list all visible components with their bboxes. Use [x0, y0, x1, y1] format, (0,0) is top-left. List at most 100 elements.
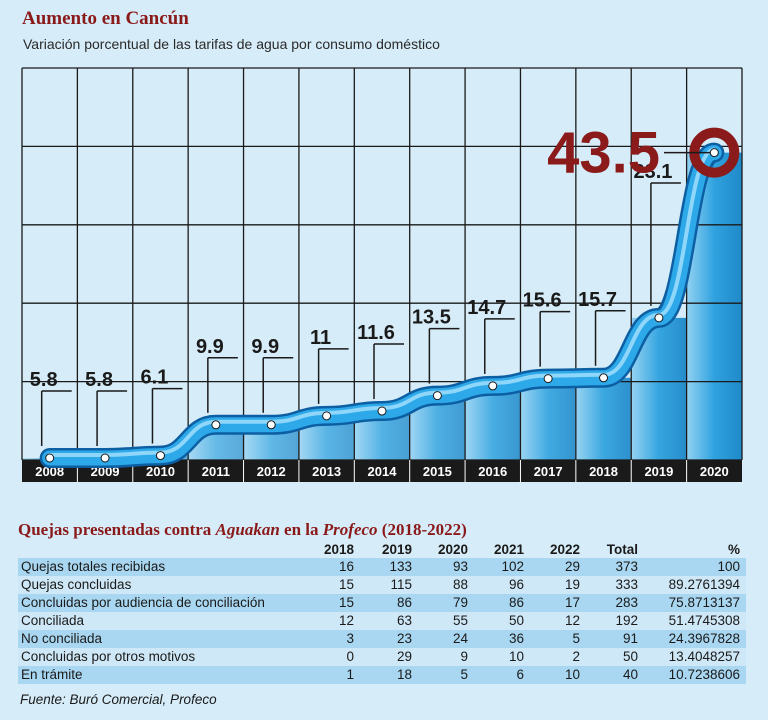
table-row: Concluidas por audiencia de conciliación… [18, 594, 746, 612]
table-cell: 283 [586, 594, 644, 612]
table-cell: 9 [418, 648, 474, 666]
data-label: 13.5 [412, 307, 451, 329]
row-label: Concluidas por audiencia de conciliación [18, 594, 300, 612]
table-cell: 19 [530, 576, 586, 594]
table-cell: 18 [360, 666, 418, 684]
data-point [488, 381, 498, 391]
x-tick-label: 2014 [368, 464, 398, 479]
data-point [211, 420, 221, 430]
table-cell: 36 [474, 630, 530, 648]
table-cell: 55 [418, 612, 474, 630]
row-label: Quejas concluidas [18, 576, 300, 594]
column-header [18, 541, 300, 558]
table-cell: 17 [530, 594, 586, 612]
data-label: 15.6 [523, 290, 562, 312]
table-cell: 373 [586, 558, 644, 576]
table-cell: 10 [474, 648, 530, 666]
data-label: 6.1 [141, 367, 169, 389]
table-cell: 75.8713137 [644, 594, 746, 612]
table-row: No conciliada 3 23 24 36 5 91 24.3967828 [18, 630, 746, 648]
data-label: 9.9 [251, 336, 279, 358]
chart-subtitle: Variación porcentual de las tarifas de a… [23, 36, 440, 52]
data-point [266, 420, 276, 430]
table-cell: 86 [474, 594, 530, 612]
table-cell: 29 [530, 558, 586, 576]
data-point [45, 453, 55, 463]
column-header: 2019 [381, 542, 412, 557]
title-part-1: Quejas presentadas contra [18, 520, 216, 539]
table-cell: 3 [300, 630, 360, 648]
data-label: 11.6 [357, 322, 395, 344]
table-row: Concluidas por otros motivos 0 29 9 10 2 50 13.… [18, 648, 746, 666]
source-note: Fuente: Buró Comercial, Profeco [20, 692, 217, 707]
complaints-table: 2018 2019 2020 2021 2022 Total % Quejas … [18, 541, 746, 684]
series-line-highlight [47, 147, 717, 457]
table-cell: 50 [474, 612, 530, 630]
table-cell: 23 [360, 630, 418, 648]
x-tick-label: 2012 [257, 464, 286, 479]
table-cell: 13.4048257 [644, 648, 746, 666]
table-cell: 5 [418, 666, 474, 684]
table-cell: 15 [300, 594, 360, 612]
table-cell: 93 [418, 558, 474, 576]
table-cell: 192 [586, 612, 644, 630]
value-bar [576, 377, 631, 460]
table-row: Quejas totales recibidas 16 133 93 102 29 373 1… [18, 558, 746, 576]
title-part-aguakan: Aguakan [215, 520, 280, 539]
data-label: 14.7 [467, 297, 506, 319]
column-header: % [727, 542, 740, 557]
data-point [654, 313, 664, 323]
year-axis-band [22, 460, 742, 482]
table-row: En trámite 1 18 5 6 10 40 10.7238606 [18, 666, 746, 684]
table-cell: 12 [300, 612, 360, 630]
data-point [543, 374, 553, 384]
table-cell: 51.4745308 [644, 612, 746, 630]
column-header: 2018 [323, 542, 354, 557]
x-tick-label: 2011 [202, 464, 230, 479]
row-label: Conciliada [18, 612, 300, 630]
table-cell: 63 [360, 612, 418, 630]
row-label: En trámite [18, 666, 300, 684]
rate-increase-chart: 2008 2009 2010 2011 2012 2013 2014 2015 2016 2017… [21, 67, 743, 482]
table-cell: 79 [418, 594, 474, 612]
data-point [100, 453, 110, 463]
table-cell: 2 [530, 648, 586, 666]
table-cell: 133 [360, 558, 418, 576]
table-cell: 50 [586, 648, 644, 666]
column-header: Total [606, 542, 638, 557]
x-tick-label: 2010 [146, 464, 175, 479]
table-row: Conciliada 12 63 55 50 12 192 51.4745308 [18, 612, 746, 630]
table-cell: 91 [586, 630, 644, 648]
data-label: 11 [310, 327, 331, 349]
table-cell: 29 [360, 648, 418, 666]
table-cell: 89.2761394 [644, 576, 746, 594]
table-cell: 24 [418, 630, 474, 648]
x-tick-label: 2018 [589, 464, 618, 479]
title-part-profeco: Profeco [322, 520, 378, 539]
row-label: No conciliada [18, 630, 300, 648]
complaints-table-title: Quejas presentadas contra Aguakan en la … [18, 520, 467, 540]
x-tick-label: 2020 [700, 464, 729, 479]
table-cell: 40 [586, 666, 644, 684]
table-cell: 100 [644, 558, 746, 576]
data-label-highlight: 43.5 [547, 121, 660, 186]
table-cell: 115 [360, 576, 418, 594]
data-point [377, 406, 387, 416]
data-point [432, 391, 442, 401]
x-tick-label: 2015 [423, 464, 452, 479]
x-tick-label: 2013 [312, 464, 341, 479]
table-cell: 88 [418, 576, 474, 594]
table-cell: 5 [530, 630, 586, 648]
x-tick-label: 2016 [478, 464, 507, 479]
table-cell: 1 [300, 666, 360, 684]
table-cell: 96 [474, 576, 530, 594]
data-label: 15.7 [578, 289, 617, 311]
data-label: 5.8 [85, 369, 113, 391]
table-header-row: 2018 2019 2020 2021 2022 Total % [18, 541, 746, 558]
table-cell: 10.7238606 [644, 666, 746, 684]
column-header: 2021 [493, 542, 524, 557]
data-point [709, 148, 719, 158]
column-header: 2022 [549, 542, 580, 557]
x-tick-label: 2019 [644, 464, 673, 479]
data-label: 23.1 [633, 161, 672, 183]
